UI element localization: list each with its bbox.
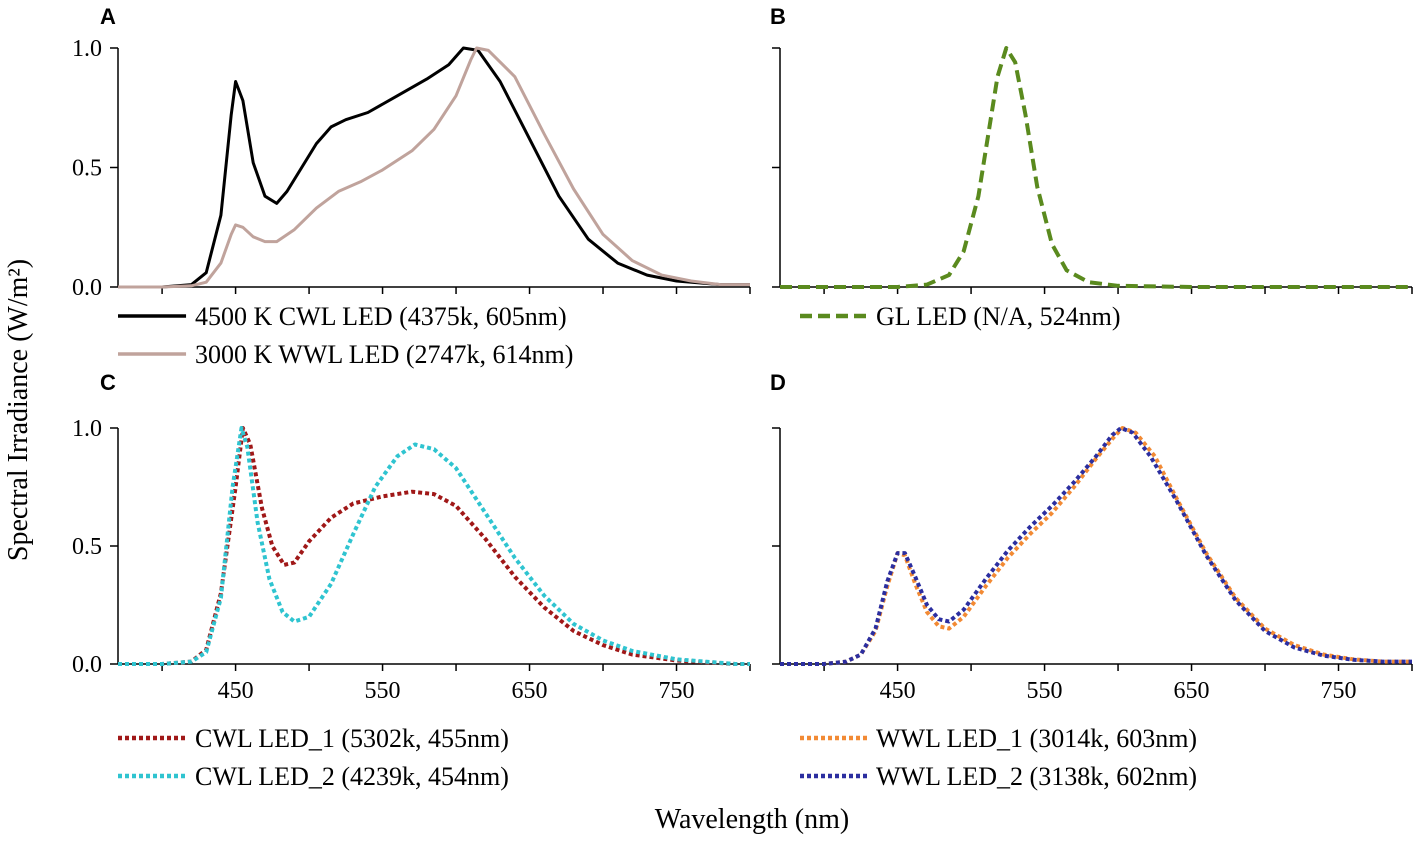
legend-label: 4500 K CWL LED (4375k, 605nm) xyxy=(195,302,567,331)
legend-label: GL LED (N/A, 524nm) xyxy=(876,302,1121,331)
legend-label: WWL LED_1 (3014k, 603nm) xyxy=(876,724,1197,753)
panel-letter: B xyxy=(770,4,786,29)
panel-a: A 0.0 0.5 1.0 4500 K CWL LED (4375k, 605nm) 3… xyxy=(72,4,751,369)
x-tick-label: 450 xyxy=(218,678,254,704)
panel-letter: D xyxy=(770,370,786,395)
y-tick-label: 1.0 xyxy=(72,36,102,62)
panel-letter: C xyxy=(100,370,116,395)
series-line xyxy=(118,426,750,666)
x-tick-label: 650 xyxy=(1174,678,1210,704)
series-line xyxy=(780,46,1412,289)
y-axis-title: Spectral Irradiance (W/m²) xyxy=(3,259,34,561)
panel-b: B GL LED (N/A, 524nm) xyxy=(770,4,1413,331)
legend-label: CWL LED_1 (5302k, 455nm) xyxy=(195,724,509,753)
y-tick-label: 0.5 xyxy=(72,156,102,182)
y-tick-label: 0.0 xyxy=(72,652,102,678)
panel-d: D 450 550 650 750 WWL LED_1 (3014k, 603nm) WWL… xyxy=(770,370,1413,791)
x-tick-label: 550 xyxy=(365,678,401,704)
y-tick-label: 0.5 xyxy=(72,534,102,560)
legend-label: 3000 K WWL LED (2747k, 614nm) xyxy=(195,340,573,369)
panels: A 0.0 0.5 1.0 4500 K CWL LED (4375k, 605nm) 3… xyxy=(72,4,1413,791)
x-tick-label: 750 xyxy=(659,678,695,704)
series-line xyxy=(118,46,750,289)
x-axis-title: Wavelength (nm) xyxy=(655,804,849,835)
y-tick-label: 0.0 xyxy=(72,275,102,301)
legend-label: CWL LED_2 (4239k, 454nm) xyxy=(195,762,509,791)
legend-label: WWL LED_2 (3138k, 602nm) xyxy=(876,762,1197,791)
panel-letter: A xyxy=(100,4,116,29)
x-tick-label: 650 xyxy=(512,678,548,704)
series-line xyxy=(780,426,1412,666)
panel-c: C 0.0 0.5 1.0 450 550 650 750 CWL LED_1 (5302k, … xyxy=(72,370,751,791)
y-tick-label: 1.0 xyxy=(72,416,102,442)
series-line xyxy=(118,46,750,289)
x-tick-label: 450 xyxy=(880,678,916,704)
x-tick-label: 550 xyxy=(1027,678,1063,704)
x-tick-label: 750 xyxy=(1321,678,1357,704)
